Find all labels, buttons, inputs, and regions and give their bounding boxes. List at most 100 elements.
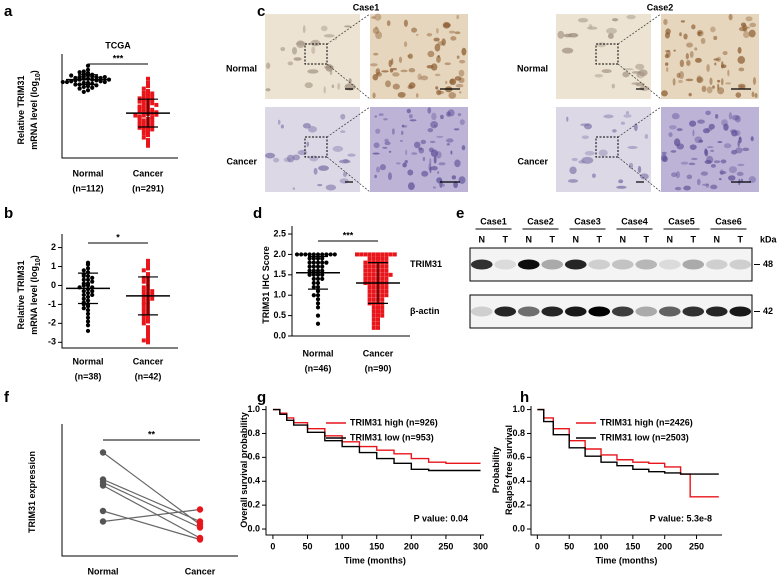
data-point — [94, 83, 99, 88]
micrograph-texture — [458, 69, 465, 77]
micrograph-texture — [635, 82, 645, 87]
data-point — [85, 315, 91, 320]
legend-label: TRIM31 low (n=953) — [350, 432, 434, 442]
data-point — [320, 276, 325, 282]
micrograph-texture — [439, 180, 443, 188]
y-tick-label: 1.5 — [273, 269, 286, 279]
micrograph-texture — [702, 128, 710, 134]
data-point — [307, 256, 312, 261]
micrograph-texture — [748, 176, 756, 183]
data-point — [311, 252, 316, 257]
micrograph-texture — [433, 37, 440, 42]
x-axis-label: Time (months) — [596, 555, 658, 565]
protein-label: TRIM31 — [410, 259, 442, 269]
data-point — [141, 289, 146, 294]
micrograph-texture — [428, 163, 432, 171]
data-point — [81, 273, 86, 279]
data-point — [367, 252, 372, 257]
data-point — [380, 276, 385, 281]
kda-label: 48 — [763, 259, 773, 269]
micrograph-texture — [440, 114, 444, 120]
micrograph-texture — [384, 141, 391, 146]
chart-title: TCGA — [105, 40, 131, 50]
case-title: Case2 — [647, 2, 674, 12]
micrograph-texture — [688, 92, 692, 97]
lane-label: T — [738, 234, 744, 244]
micrograph-texture — [622, 68, 634, 71]
micrograph-texture — [434, 43, 441, 52]
x-tick-label: 300 — [473, 541, 488, 551]
micrograph — [556, 107, 651, 192]
micrograph-texture — [581, 156, 594, 164]
panel-label: g — [257, 389, 266, 406]
data-point — [311, 260, 316, 265]
data-point — [371, 325, 376, 330]
data-point — [380, 293, 385, 298]
micrograph-texture — [404, 159, 408, 164]
micrograph-texture — [374, 115, 378, 118]
data-point — [141, 90, 146, 95]
data-point — [141, 107, 146, 111]
x-tick-label: 0 — [270, 541, 275, 551]
data-point — [367, 268, 372, 273]
micrograph-texture — [603, 114, 614, 119]
micrograph-texture — [606, 27, 617, 35]
data-point — [380, 268, 385, 273]
y-tick-label: 0.0 — [512, 523, 525, 533]
micrograph-texture — [705, 110, 711, 116]
y-tick-label: 0.4 — [512, 476, 525, 486]
zoom-line — [617, 106, 662, 193]
y-axis-label: Probability — [491, 447, 501, 494]
blot-band — [564, 259, 587, 270]
data-point — [320, 272, 325, 277]
y-axis-label: TRIM31 IHC Score — [261, 246, 271, 324]
micrograph-texture — [280, 124, 284, 129]
micrograph-texture — [567, 33, 579, 38]
micrograph-texture — [700, 37, 706, 45]
micrograph-texture — [437, 171, 440, 174]
micrograph-texture — [446, 138, 454, 143]
y-tick-label: -2 — [48, 318, 56, 328]
micrograph-texture — [407, 53, 413, 59]
survival-curve — [272, 408, 481, 465]
data-point — [388, 252, 393, 257]
y-axis-label: mRNA level (log10) — [29, 255, 41, 334]
data-point — [102, 79, 107, 85]
micrograph-texture — [384, 138, 389, 143]
data-point — [154, 102, 159, 107]
micrograph-texture — [611, 18, 619, 22]
micrograph-texture — [709, 77, 713, 86]
micrograph-texture — [665, 62, 669, 66]
data-point — [315, 301, 321, 306]
x-tick-label: 50 — [303, 541, 313, 551]
micrograph-texture — [450, 36, 457, 41]
micrograph-texture — [580, 123, 590, 127]
micrograph-texture — [374, 174, 377, 179]
micrograph-texture — [373, 142, 380, 149]
error-bar — [308, 255, 328, 290]
significance: * — [116, 232, 120, 242]
data-point — [85, 304, 91, 309]
micrograph-texture — [454, 159, 461, 168]
micrograph-texture — [413, 141, 421, 149]
row-label: Cancer — [226, 156, 257, 166]
micrograph-texture — [320, 25, 328, 32]
data-point — [384, 293, 389, 298]
micrograph-texture — [661, 151, 667, 155]
data-point — [380, 289, 385, 294]
x-tick-label: Normal — [302, 348, 333, 358]
micrograph-texture — [302, 123, 311, 129]
data-point — [141, 131, 146, 136]
micrograph-texture — [674, 186, 682, 191]
micrograph-texture — [704, 148, 708, 156]
data-point — [380, 313, 385, 318]
data-point — [137, 125, 142, 130]
data-point — [384, 264, 389, 269]
micrograph-texture — [447, 109, 455, 117]
micrograph-texture — [280, 46, 286, 52]
micrograph-texture — [408, 68, 416, 73]
axes — [61, 234, 178, 349]
case-label: Case5 — [668, 216, 695, 226]
micrograph-texture — [691, 157, 698, 161]
micrograph-texture — [721, 119, 728, 127]
